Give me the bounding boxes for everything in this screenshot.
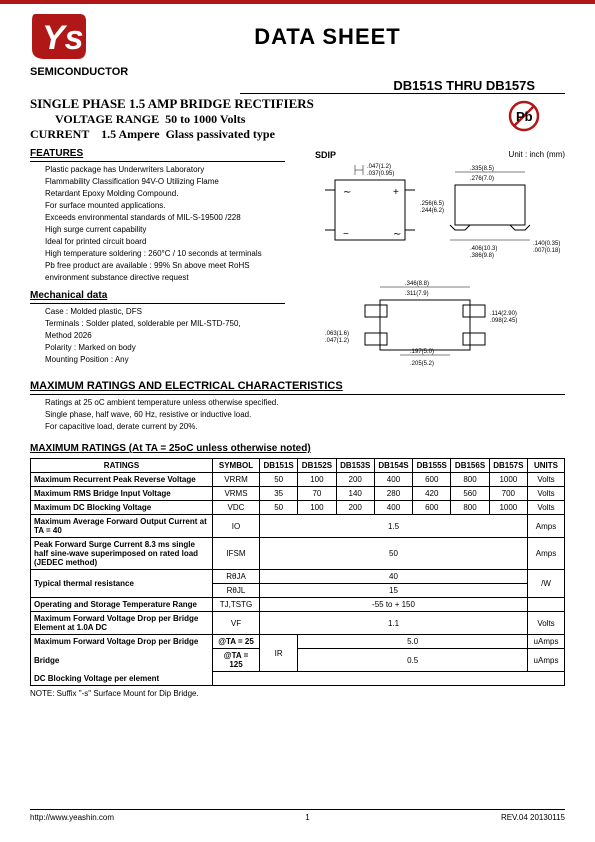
col-db156s: DB156S [451, 459, 489, 473]
svg-text:.063(1.6): .063(1.6) [325, 331, 349, 337]
table-title: MAXIMUM RATINGS (At TA = 25oC unless oth… [30, 443, 595, 454]
table-row: Maximum Average Forward Output Current a… [31, 515, 565, 538]
package-diagram: SDIP Unit : inch (mm) ∼ + − ∼ .047(1.2) … [315, 150, 565, 370]
svg-text:.406(10.3): .406(10.3) [470, 246, 497, 252]
footer-page: 1 [305, 813, 309, 822]
table-row: Maximum DC Blocking VoltageVDC5010020040… [31, 501, 565, 515]
features-rule [30, 161, 285, 162]
footnote: NOTE: Suffix "-s" Surface Mount for Dip … [30, 689, 595, 698]
max-notes: Ratings at 25 oC ambient temperature unl… [45, 397, 595, 433]
pb-free-icon: Pb [508, 100, 540, 132]
svg-text:.205(5.2): .205(5.2) [410, 361, 434, 367]
svg-text:∼: ∼ [343, 187, 351, 198]
svg-text:.114(2.90): .114(2.90) [490, 311, 517, 317]
voltage-value: 50 to 1000 Volts [165, 112, 245, 126]
max-note: Single phase, half wave, 60 Hz, resistiv… [45, 409, 595, 421]
semiconductor-label: SEMICONDUCTOR [30, 66, 595, 78]
max-note: For capacitive load, derate current by 2… [45, 421, 595, 433]
footer-url: http://www.yeashin.com [30, 813, 114, 822]
svg-text:.335(8.5): .335(8.5) [470, 166, 494, 172]
max-rule [30, 394, 565, 395]
svg-text:Pb: Pb [516, 109, 533, 124]
col-db151s: DB151S [260, 459, 298, 473]
svg-text:.140(0.35): .140(0.35) [533, 241, 560, 247]
table-row: Maximum Forward Voltage Drop per Bridge … [31, 635, 565, 649]
svg-text:.311(7.9): .311(7.9) [405, 291, 429, 297]
col-ratings: RATINGS [31, 459, 213, 473]
svg-text:.007(0.18): .007(0.18) [533, 248, 560, 254]
current-label: CURRENT [30, 127, 89, 141]
svg-text:.386(9.8): .386(9.8) [470, 253, 494, 259]
current-value: 1.5 Ampere [101, 127, 159, 141]
svg-text:−: − [343, 229, 349, 240]
mech-rule [30, 303, 285, 304]
glass-type: Glass passivated type [166, 127, 275, 141]
table-row: Bridge @TA = 125 0.5 uAmps [31, 649, 565, 672]
top-view-diagram: ∼ + − ∼ .047(1.2) .037(0.95) .335(8.5) .… [315, 160, 565, 275]
table-row: Peak Forward Surge Current 8.3 ms single… [31, 538, 565, 570]
ratings-table: RATINGS SYMBOL DB151S DB152S DB153S DB15… [30, 458, 565, 686]
table-row: Maximum RMS Bridge Input VoltageVRMS3570… [31, 487, 565, 501]
col-units: UNITS [528, 459, 565, 473]
logo: Ys [30, 9, 90, 64]
footer-rev: REV.04 20130115 [501, 813, 565, 822]
part-range: DB151S THRU DB157S [240, 78, 565, 94]
package-label: SDIP [315, 150, 336, 160]
col-db153s: DB153S [336, 459, 374, 473]
table-row: Typical thermal resistanceRθJA40/W [31, 570, 565, 584]
unit-label: Unit : inch (mm) [509, 150, 565, 160]
col-symbol: SYMBOL [213, 459, 260, 473]
svg-text:.346(8.8): .346(8.8) [405, 281, 429, 287]
voltage-label: VOLTAGE RANGE [55, 112, 159, 126]
col-db152s: DB152S [298, 459, 336, 473]
table-row: Maximum Forward Voltage Drop per Bridge … [31, 612, 565, 635]
svg-text:.197(5.0): .197(5.0) [410, 349, 434, 355]
table-row: Operating and Storage Temperature RangeT… [31, 598, 565, 612]
table-row: DC Blocking Voltage per element [31, 672, 565, 686]
table-header-row: RATINGS SYMBOL DB151S DB152S DB153S DB15… [31, 459, 565, 473]
svg-text:.098(2.45): .098(2.45) [490, 318, 517, 324]
svg-text:.276(7.0): .276(7.0) [470, 176, 494, 182]
col-db155s: DB155S [413, 459, 451, 473]
svg-text:.037(0.95): .037(0.95) [367, 171, 394, 177]
bottom-view-diagram: .346(8.8) .311(7.9) .063(1.6) .047(1.2) … [315, 275, 565, 370]
max-ratings-header: MAXIMUM RATINGS AND ELECTRICAL CHARACTER… [30, 380, 595, 392]
footer: http://www.yeashin.com 1 REV.04 20130115 [30, 809, 565, 822]
svg-text:∼: ∼ [393, 229, 401, 240]
svg-text:Ys: Ys [42, 19, 84, 57]
header-row: Ys DATA SHEET [0, 4, 595, 64]
col-db157s: DB157S [489, 459, 527, 473]
svg-text:.047(1.2): .047(1.2) [367, 164, 391, 170]
col-db154s: DB154S [374, 459, 412, 473]
max-note: Ratings at 25 oC ambient temperature unl… [45, 397, 595, 409]
main-title: DATA SHEET [90, 24, 565, 50]
table-row: Maximum Recurrent Peak Reverse VoltageVR… [31, 473, 565, 487]
svg-text:.244(6.2): .244(6.2) [420, 208, 444, 214]
svg-text:.047(1.2): .047(1.2) [325, 338, 349, 344]
svg-text:.256(6.5): .256(6.5) [420, 201, 444, 207]
svg-text:+: + [393, 187, 399, 198]
